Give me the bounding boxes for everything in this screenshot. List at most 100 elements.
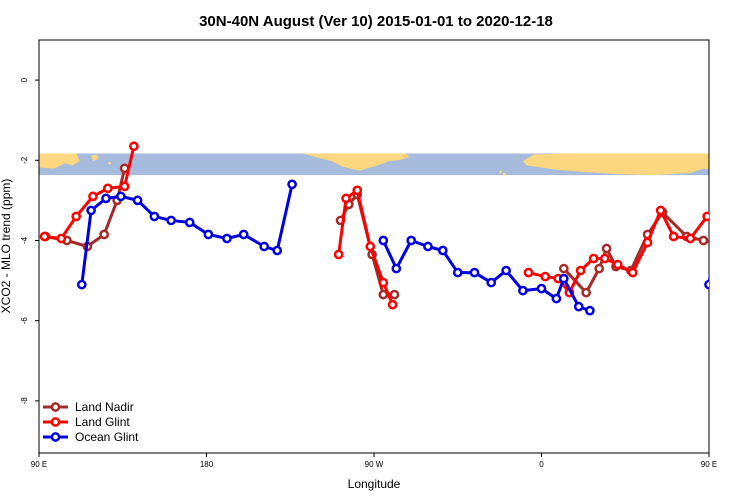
data-point	[704, 279, 709, 290]
island	[747, 165, 750, 168]
data-point	[741, 231, 748, 238]
x-axis: 90 E 180 90 W 0 90 E	[31, 453, 717, 469]
y-tick-label: -6	[20, 317, 29, 325]
data-point	[352, 185, 363, 196]
series-line	[707, 272, 709, 285]
land-mass	[39, 153, 80, 169]
data-point	[438, 245, 448, 256]
data-point	[387, 299, 398, 310]
chart-title: 30N-40N August (Ver 10) 2015-01-01 to 20…	[199, 13, 553, 30]
data-point	[423, 241, 433, 252]
land-mass	[303, 153, 410, 171]
data-point	[737, 183, 744, 190]
data-point	[594, 263, 605, 274]
data-point	[88, 191, 98, 202]
data-point	[536, 283, 547, 294]
data-point	[642, 237, 653, 248]
data-point	[612, 259, 623, 270]
data-point	[469, 267, 480, 278]
data-point	[581, 287, 592, 298]
data-point	[39, 231, 50, 242]
data-point	[726, 243, 733, 250]
series-layer	[39, 141, 748, 316]
data-point	[391, 263, 402, 274]
island	[502, 172, 506, 176]
data-point	[184, 217, 195, 228]
data-point	[119, 181, 130, 192]
data-point	[259, 241, 270, 252]
legend-marker	[50, 402, 61, 412]
data-point	[406, 235, 417, 246]
data-point	[558, 263, 569, 274]
series-land-nadir	[40, 163, 748, 300]
data-point	[627, 267, 638, 278]
data-point	[588, 253, 599, 264]
data-point	[203, 229, 214, 240]
legend-label: Ocean Glint	[75, 430, 139, 444]
y-axis-label: XCO2 - MLO trend (ppm)	[0, 179, 13, 314]
data-point	[71, 211, 82, 222]
data-point	[715, 207, 722, 214]
legend-marker	[50, 432, 61, 442]
data-point	[149, 211, 160, 222]
data-point	[341, 193, 351, 204]
x-tick-label: 0	[539, 460, 544, 469]
island	[499, 170, 502, 174]
data-point	[287, 179, 297, 190]
data-point	[655, 205, 666, 216]
data-point	[737, 195, 744, 202]
data-point	[272, 245, 283, 256]
land-mass	[91, 154, 99, 162]
data-point	[575, 265, 586, 276]
data-point	[86, 205, 96, 216]
data-point	[668, 231, 679, 242]
data-point	[378, 235, 389, 246]
data-point	[601, 243, 612, 254]
data-point	[166, 215, 176, 226]
world-map-strip	[39, 153, 750, 176]
data-point	[685, 233, 696, 244]
legend-item-land-glint: Land Glint	[43, 415, 130, 429]
data-point	[523, 267, 534, 278]
island	[108, 161, 112, 165]
data-point	[551, 293, 562, 304]
legend-item-ocean-glint: Ocean Glint	[43, 430, 139, 444]
legend: Land Nadir Land Glint Ocean Glint	[43, 400, 139, 444]
data-point	[238, 229, 249, 240]
data-point	[56, 233, 67, 244]
data-point	[702, 211, 709, 222]
data-point	[558, 273, 569, 284]
legend-marker	[50, 417, 61, 427]
data-point	[540, 271, 551, 282]
data-point	[365, 241, 376, 252]
data-point	[222, 233, 232, 244]
data-point	[518, 285, 528, 296]
data-point	[116, 191, 126, 202]
y-tick-label: -8	[20, 397, 29, 405]
series-ocean-glint	[76, 179, 744, 316]
data-point	[720, 193, 727, 200]
data-point	[129, 141, 139, 152]
data-point	[501, 265, 511, 276]
data-point	[573, 301, 584, 312]
legend-item-land-nadir: Land Nadir	[43, 400, 134, 414]
series-land-glint	[39, 141, 744, 310]
x-tick-label: 90 E	[31, 460, 47, 469]
data-point	[599, 253, 610, 264]
land-mass	[522, 153, 709, 176]
legend-label: Land Glint	[75, 415, 130, 429]
data-point	[585, 305, 595, 316]
y-tick-label: 0	[20, 77, 29, 82]
legend-label: Land Nadir	[75, 400, 134, 414]
x-axis-label: Longitude	[348, 477, 401, 491]
data-point	[486, 277, 497, 288]
x-tick-label: 90 W	[365, 460, 384, 469]
data-point	[99, 229, 109, 240]
y-axis: 0 -2 -4 -6 -8	[20, 77, 39, 404]
data-point	[103, 183, 113, 194]
y-tick-label: -4	[20, 236, 29, 244]
data-point	[698, 235, 709, 246]
series-line	[562, 210, 709, 295]
x-tick-label: 180	[200, 460, 214, 469]
x-tick-label: 90 E	[701, 460, 717, 469]
